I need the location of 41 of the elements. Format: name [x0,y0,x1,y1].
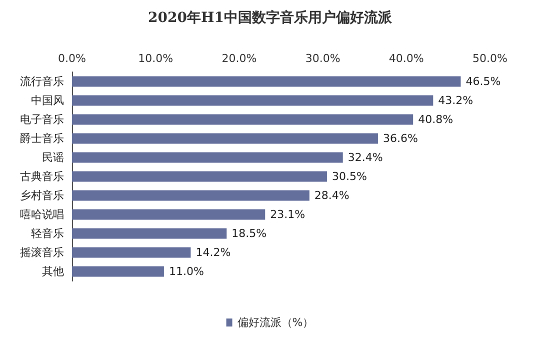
y-tick-label: 古典音乐 [20,170,64,183]
bar [72,95,434,106]
y-tick-label: 中国风 [31,94,64,107]
data-label: 40.8% [418,113,454,126]
data-label: 32.4% [348,151,383,164]
bar [72,190,310,201]
data-label: 14.2% [196,246,231,259]
x-tick-label: 30.0% [305,52,340,65]
chart-title: 2020年H1中国数字音乐用户偏好流派 [148,9,393,26]
y-tick-label: 其他 [42,265,64,278]
x-tick-label: 50.0% [472,52,508,65]
data-label: 43.2% [438,94,474,107]
y-tick-label: 电子音乐 [20,113,64,126]
data-label: 23.1% [270,208,306,221]
bar [72,266,164,277]
bar [72,133,378,144]
y-tick-label: 轻音乐 [31,227,64,240]
data-label: 11.0% [168,265,204,278]
x-tick-label: 40.0% [388,52,424,65]
data-label: 18.5% [232,227,267,240]
bar [72,228,227,239]
x-tick-label: 0.0% [58,52,86,65]
y-tick-label: 流行音乐 [20,75,64,88]
y-tick-label: 嘻哈说唱 [20,208,64,221]
y-tick-label: 爵士音乐 [20,132,64,145]
data-label: 28.4% [314,189,350,202]
bar [72,247,191,258]
data-label: 30.5% [332,170,367,183]
x-tick-label: 20.0% [222,52,257,65]
bar [72,171,327,182]
legend-label: 偏好流派（%） [237,316,314,329]
bar [72,76,461,87]
bar [72,209,266,220]
y-tick-label: 民谣 [42,151,64,164]
x-tick-label: 10.0% [138,52,174,65]
bar [72,152,343,163]
y-tick-label: 摇滚音乐 [20,246,64,259]
data-label: 36.6% [382,132,418,145]
data-label: 46.5% [466,75,501,88]
y-tick-label: 乡村音乐 [20,189,64,202]
bar [72,114,414,125]
